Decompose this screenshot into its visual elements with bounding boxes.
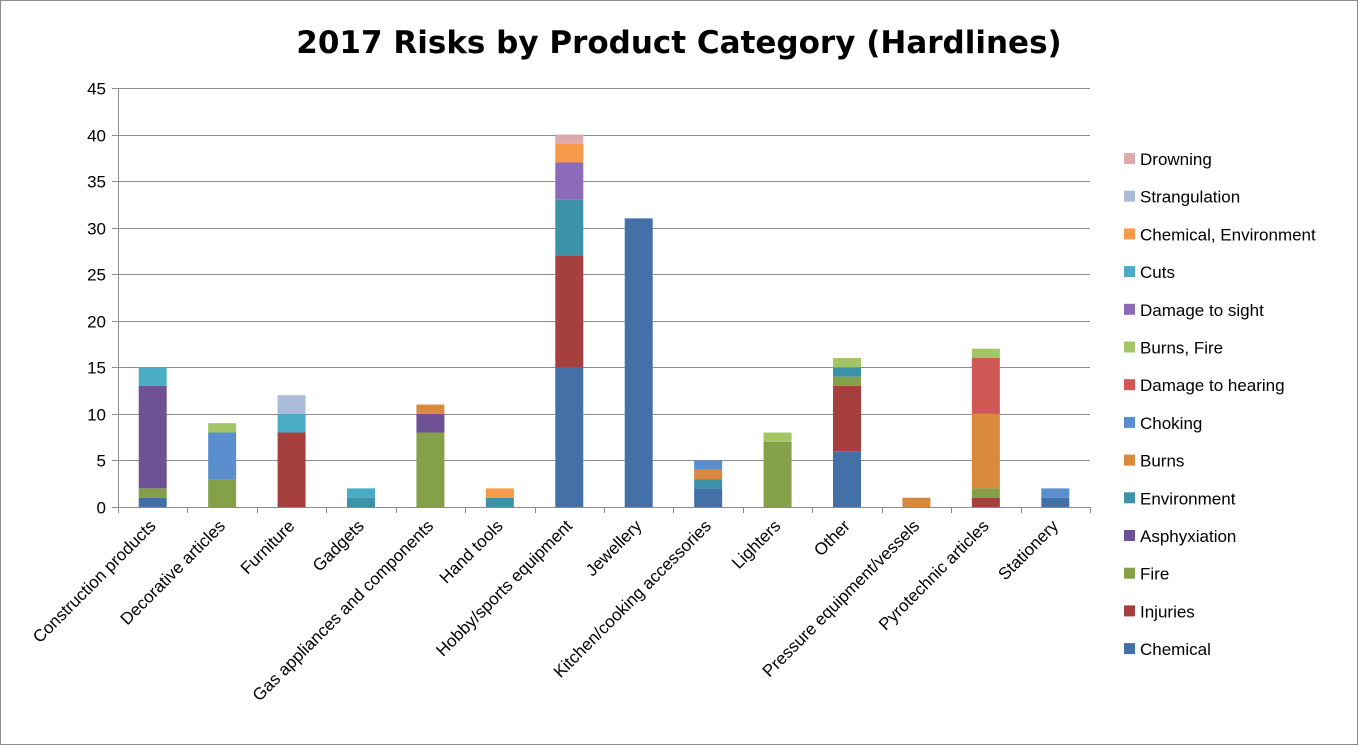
bar-segment [555,255,584,368]
bar-segment [208,479,237,507]
bar-segment [277,395,306,414]
bar-segment [208,432,237,480]
legend-label: Cuts [1140,263,1175,282]
legend-label: Choking [1140,414,1202,433]
bar-segment [138,497,167,507]
legend-swatch [1124,643,1135,655]
legend: Drowning Strangulation Chemical, Environme… [1124,150,1316,659]
bar-segment [971,358,1000,414]
legend-swatch [1124,190,1135,202]
legend-swatch [1124,228,1135,240]
legend-label: Chemical, Environment [1140,225,1316,244]
bar-segment [138,385,167,489]
y-tick-label: 10 [87,406,106,425]
bar-segment [555,367,584,507]
bar-segment [833,385,861,452]
legend-swatch [1124,454,1135,466]
bar-segment [833,451,861,507]
legend-swatch [1124,153,1135,164]
legend-label: Chemical [1140,640,1211,659]
y-tick-label: 40 [87,127,106,146]
bar-segment [833,358,861,368]
bar-segment [277,432,306,507]
legend-label: Burns [1140,452,1184,471]
bar-segment [277,413,306,433]
legend-label: Drowning [1140,150,1212,169]
bar-segment [971,348,1000,359]
bar-segment [416,413,445,433]
y-tick-label: 45 [87,80,106,99]
bar-segment [416,404,445,414]
legend-label: Burns, Fire [1140,339,1223,358]
y-tick-label: 30 [87,220,106,239]
legend-label: Environment [1140,489,1236,508]
bar-segment [138,367,167,386]
bars [138,134,1070,507]
bar-segment [694,460,723,470]
legend-swatch [1124,379,1135,391]
legend-swatch [1124,530,1135,541]
y-tick-label: 0 [97,499,106,518]
bar-segment [555,134,584,144]
bar-segment [555,162,584,200]
bar-segment [971,497,1000,507]
legend-swatch [1124,303,1135,315]
legend-label: Fire [1140,565,1169,584]
bar-segment [763,441,792,507]
bar-segment [138,488,167,498]
bar-segment [347,488,375,498]
legend-swatch [1124,266,1135,278]
bar-segment [555,143,584,163]
bar-segment [485,497,514,507]
y-tick-label: 15 [87,359,106,378]
legend-label: Damage to sight [1140,301,1264,320]
bar-segment [833,367,861,377]
bar-segment [833,376,861,386]
bar-segment [1041,488,1070,498]
legend-label: Damage to hearing [1140,376,1285,395]
bar-segment [763,432,792,442]
bar-segment [971,413,1000,489]
chart-title: 2017 Risks by Product Category (Hardline… [296,25,1061,61]
y-tick-label: 20 [87,313,106,332]
legend-label: Asphyxiation [1140,527,1236,546]
legend-swatch [1124,416,1135,428]
y-tick-label: 25 [87,266,106,285]
bar-segment [1041,497,1070,507]
bar-segment [416,432,445,507]
bar-segment [694,479,723,489]
bar-segment [694,469,723,480]
bar-segment [694,488,723,507]
legend-swatch [1124,605,1135,617]
legend-label: Strangulation [1140,188,1240,207]
bar-segment [485,488,514,498]
legend-label: Injuries [1140,602,1195,621]
legend-swatch [1124,567,1135,579]
bar-segment [347,497,375,507]
bar-segment [208,423,237,433]
legend-swatch [1124,341,1135,353]
bar-segment [902,497,931,507]
bar-segment [555,199,584,256]
bar-segment [624,218,653,507]
y-tick-label: 5 [97,452,106,471]
bar-segment [971,488,1000,498]
legend-swatch [1124,492,1135,504]
y-tick-label: 35 [87,173,106,192]
